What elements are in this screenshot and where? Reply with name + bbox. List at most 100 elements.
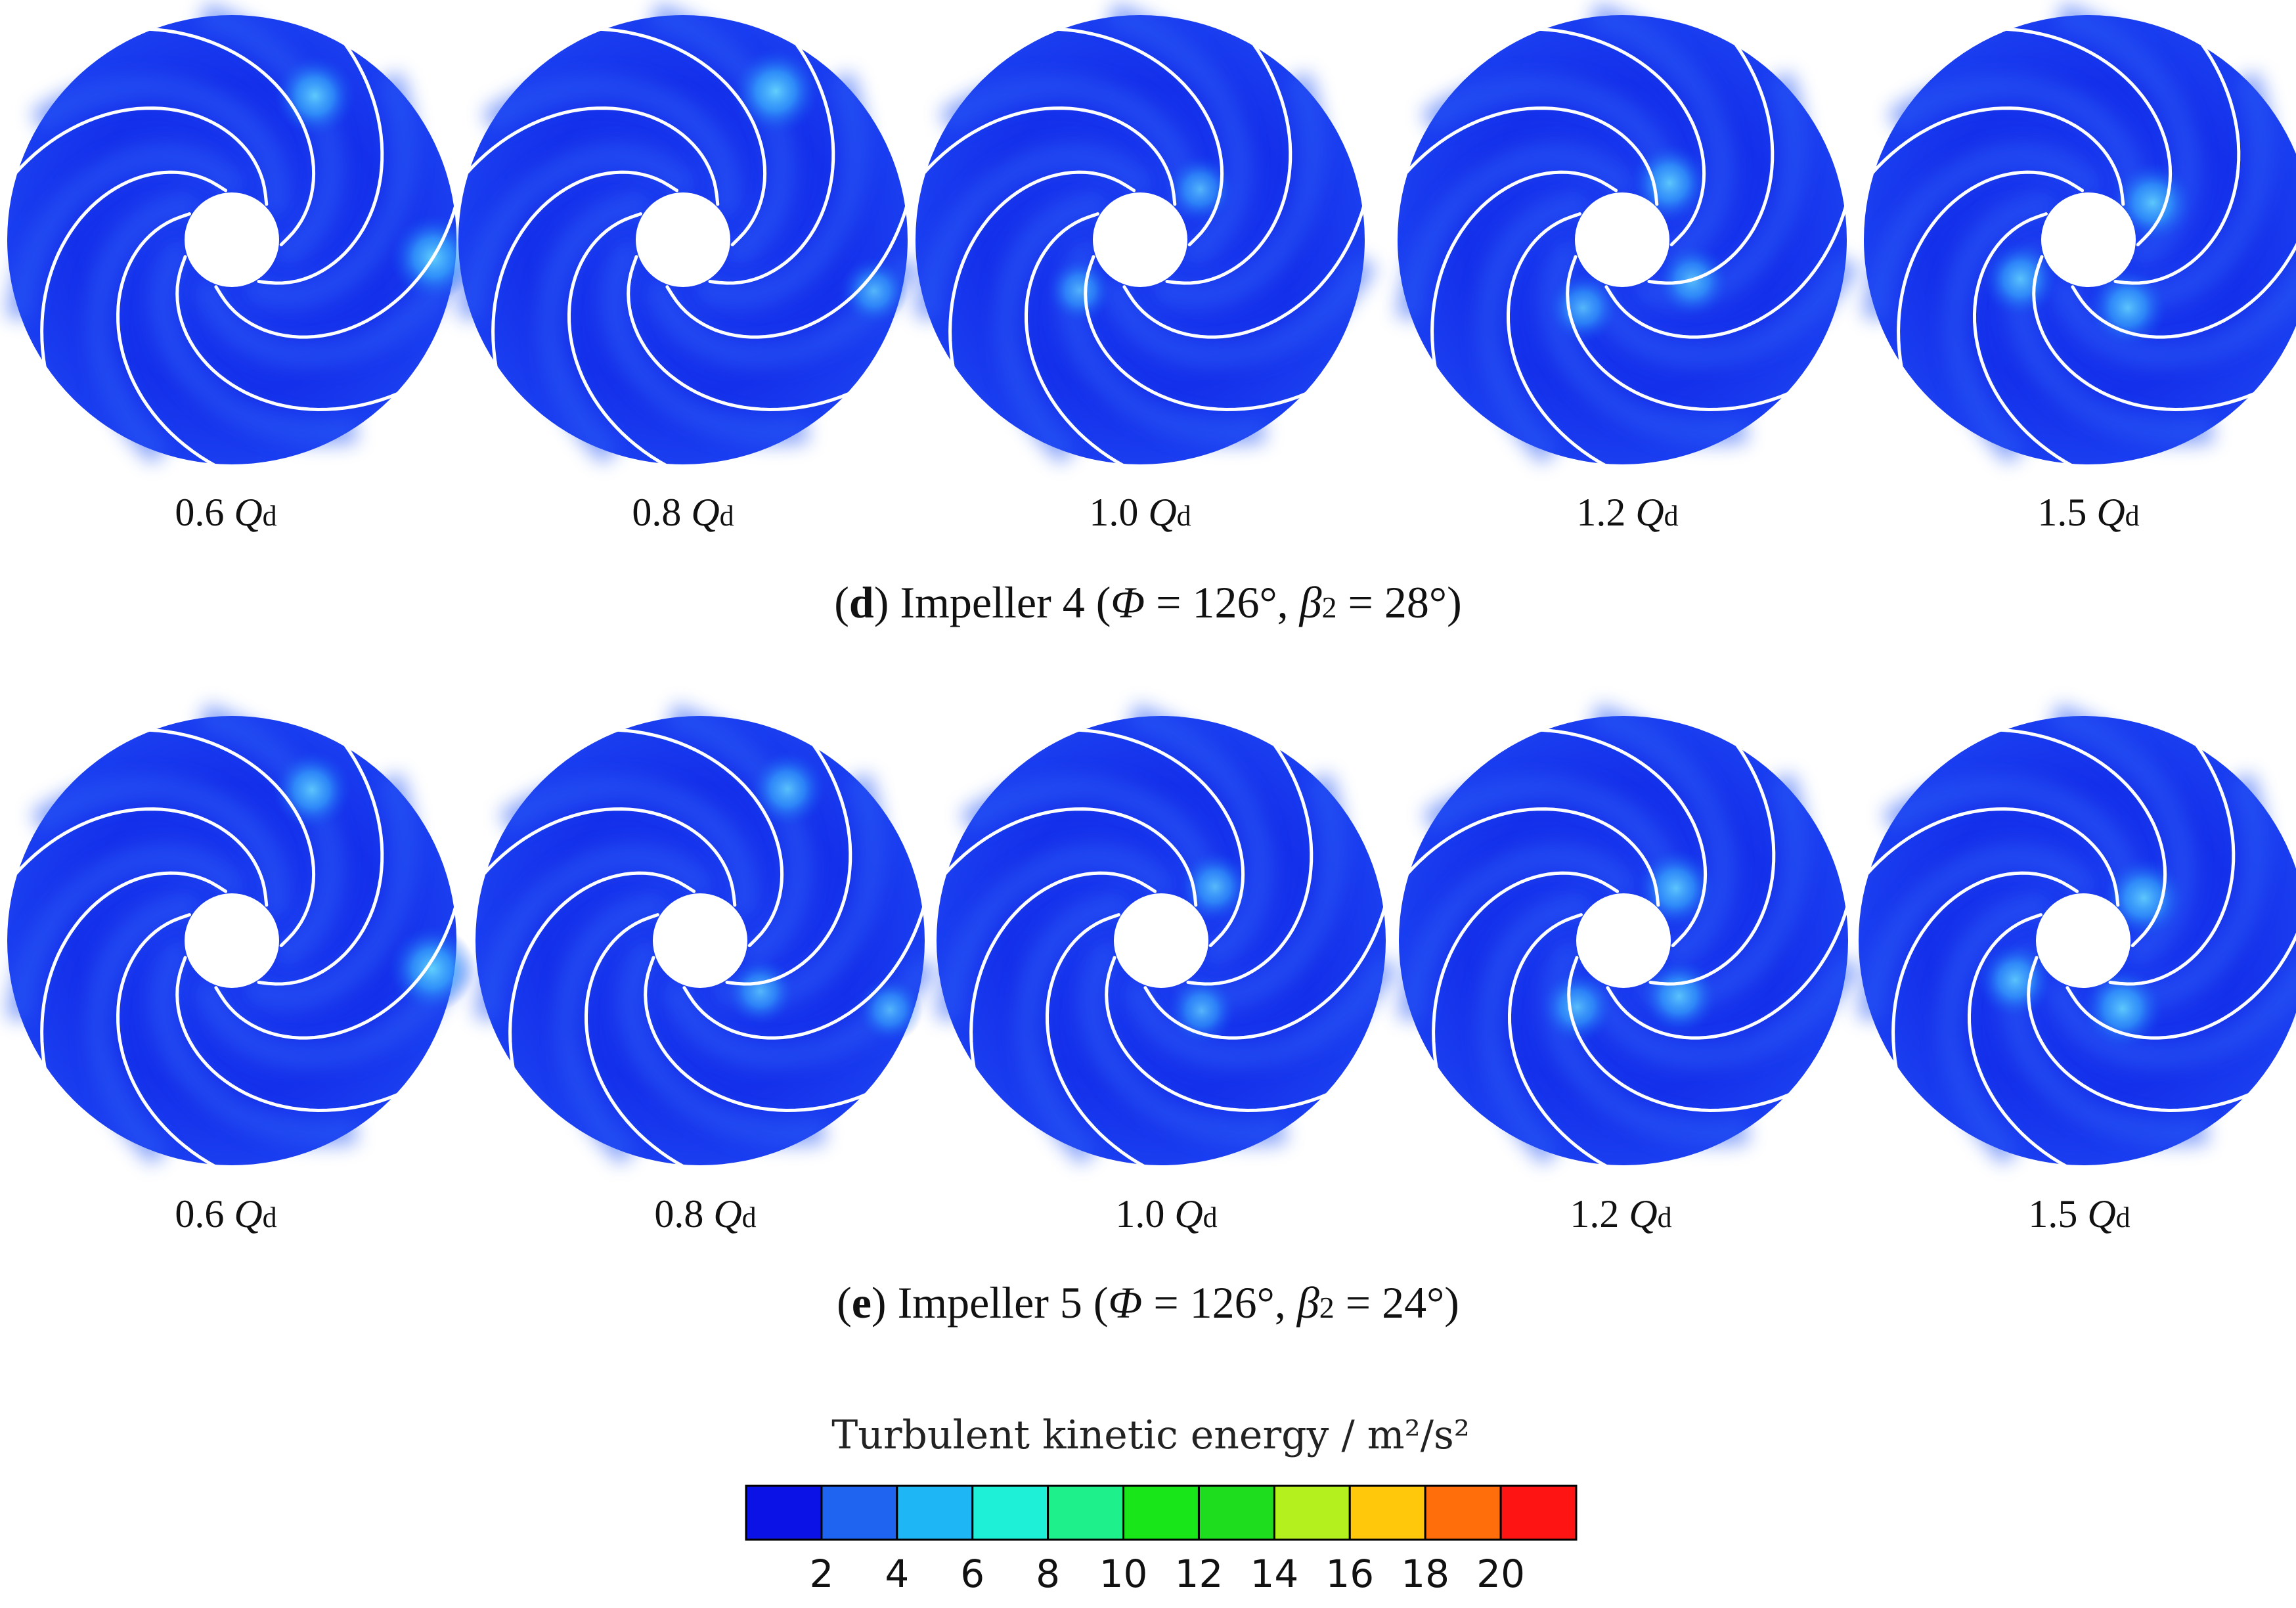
impeller-panel [915, 3, 1377, 468]
impeller-blade [2002, 27, 2173, 246]
flow-band [1937, 892, 2050, 1165]
impeller-blade [1122, 203, 1366, 339]
impeller-blade [1506, 212, 1608, 468]
flow-band [1397, 143, 1638, 320]
impeller-hub [636, 192, 730, 287]
flow-band [1476, 191, 1589, 464]
row-d: 0.6 Qd 0.8 Qd 1.0 Qd 1.2 Qd 1.5 Qd (d) I… [7, 3, 2296, 627]
flow-band [192, 955, 469, 1069]
colorbar-cell [1047, 1485, 1125, 1541]
impeller-panel [1863, 3, 2296, 468]
flow-band [7, 844, 248, 1021]
tke-hotspot [732, 47, 820, 135]
impeller-blade [1891, 871, 2079, 1071]
impeller-panel [475, 704, 937, 1169]
flow-band [667, 704, 812, 969]
impeller-blade [175, 255, 401, 412]
colorbar-cells [745, 1485, 1578, 1541]
impeller-blade [116, 913, 218, 1169]
impeller-panel [7, 704, 475, 1169]
colorbar-cell [1273, 1485, 1351, 1541]
flow-band [198, 704, 344, 969]
colorbar-ticks: 2 4 6 8 10 12 14 16 18 20 [809, 1552, 1525, 1596]
flow-band [1101, 254, 1377, 368]
flow-band [243, 773, 416, 1010]
colorbar-cell [896, 1485, 974, 1541]
impeller-blade [1972, 212, 2075, 468]
impeller-panel [1858, 704, 2296, 1169]
impeller-blade [1567, 956, 1792, 1113]
flow-band [1015, 892, 1128, 1165]
impeller-hub [653, 893, 747, 988]
impeller-hub [1114, 893, 1208, 988]
colorbar-title: Turbulent kinetic energy / m²/s² [831, 1412, 1470, 1458]
impeller-blade [257, 41, 384, 285]
colorbar-cell [820, 1485, 898, 1541]
impeller-blade [942, 807, 1198, 907]
impeller-hub [2041, 192, 2136, 287]
impeller-blade [1165, 41, 1292, 285]
flow-rate-label: 1.2 Qd [1576, 491, 1678, 534]
colorbar-tick-label: 18 [1401, 1552, 1449, 1596]
impeller-blade [508, 871, 696, 1071]
impeller-blade [1566, 255, 1791, 412]
colorbar-cell [971, 1485, 1049, 1541]
flow-rate-label: 1.0 Qd [1115, 1192, 1217, 1236]
flow-rate-label: 1.2 Qd [1570, 1192, 1671, 1236]
flow-band [1151, 72, 1325, 309]
impeller-blade [1864, 807, 2120, 907]
colorbar-tick-label: 2 [809, 1552, 833, 1596]
impeller-blade [1869, 106, 2125, 206]
impeller-blade [1186, 742, 1314, 986]
impeller-blade [175, 956, 401, 1113]
impeller-hub [185, 192, 279, 287]
colorbar-tick-label: 14 [1250, 1552, 1298, 1596]
flow-band [482, 74, 740, 216]
impeller-blade [146, 728, 316, 947]
flow-band [1888, 74, 2146, 216]
impeller-blade [1604, 203, 1848, 339]
impeller-blade [665, 203, 909, 339]
impeller-blade [1537, 728, 1708, 947]
subfigure-caption: (e) Impeller 5 (Φ = 126°, β2 = 24°) [837, 1278, 1459, 1328]
impeller-blade [597, 27, 767, 246]
colorbar-cell [1499, 1485, 1578, 1541]
colorbar-tick-label: 8 [1036, 1552, 1060, 1596]
impeller-blade [1648, 742, 1776, 986]
flow-band [1584, 955, 1861, 1069]
tke-hotspot [2088, 268, 2167, 347]
impeller-blade [2113, 41, 2241, 285]
impeller-blade [567, 212, 669, 468]
impeller-blade [1967, 913, 2069, 1169]
flow-band [994, 191, 1107, 464]
flow-band [85, 191, 198, 464]
flow-band [1583, 254, 1859, 368]
flow-band [150, 237, 358, 445]
impeller-panel [1398, 704, 1861, 1169]
impeller-blade [40, 871, 228, 1071]
impeller-panel [7, 3, 477, 468]
impeller-blade [1997, 728, 2167, 947]
impeller-panel [458, 3, 920, 468]
colorbar-tick-label: 12 [1175, 1552, 1224, 1596]
impeller-blade [12, 106, 269, 206]
impeller-blade [1507, 913, 1610, 1169]
flow-rate-label: 0.8 Qd [654, 1192, 756, 1236]
impeller-blade [708, 41, 835, 285]
flow-rate-label: 0.8 Qd [632, 491, 734, 534]
impeller-blade [1075, 728, 1245, 947]
flow-rate-label: 1.0 Qd [1089, 491, 1191, 534]
flow-band [31, 775, 289, 917]
colorbar-cell [745, 1485, 823, 1541]
flow-band [1858, 844, 2099, 1021]
flow-band [1079, 938, 1287, 1146]
flow-band [554, 892, 667, 1165]
flow-band [499, 775, 757, 917]
tke-hotspot [274, 55, 356, 137]
tke-hotspot [857, 977, 923, 1043]
impeller-blade [1054, 27, 1224, 246]
flow-band [150, 938, 358, 1146]
impeller-blade [1404, 807, 1660, 907]
flow-band [2049, 267, 2296, 368]
impeller-blade [2027, 956, 2252, 1113]
